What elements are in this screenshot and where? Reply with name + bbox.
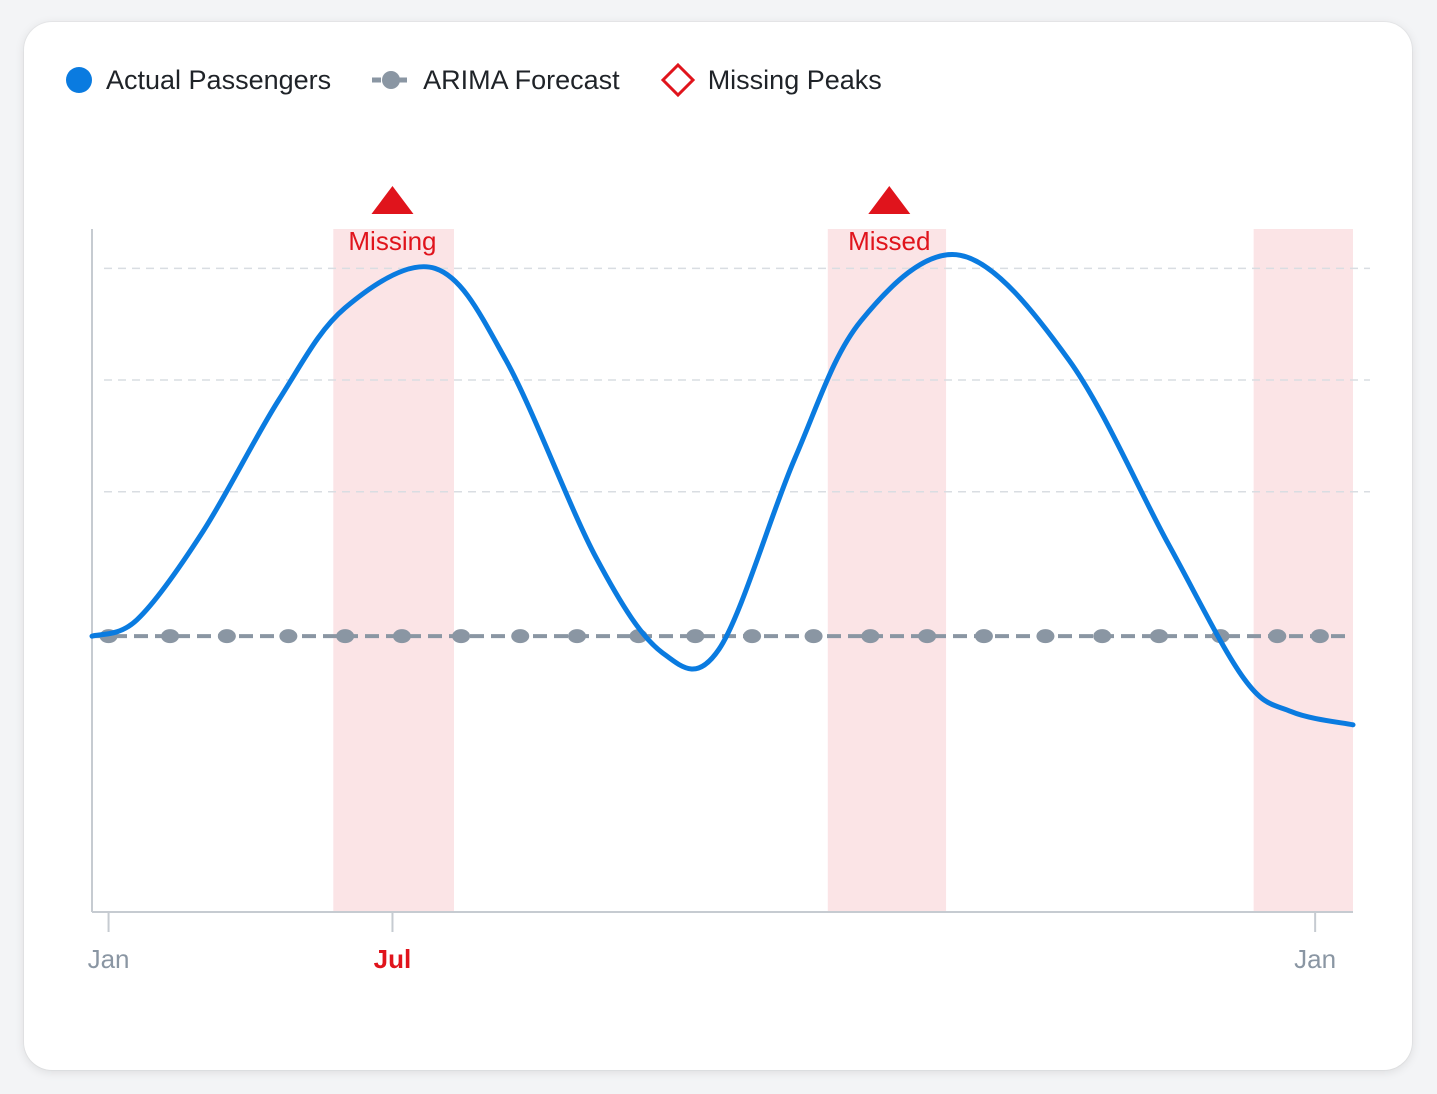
missing-peak-marker-2 bbox=[868, 186, 911, 214]
legend-item-missing[interactable]: Missing Peaks bbox=[660, 62, 882, 98]
x-tick-label-3: Jan bbox=[1294, 944, 1336, 974]
legend-item-forecast[interactable]: ARIMA Forecast bbox=[371, 65, 620, 96]
missing-band-2 bbox=[827, 229, 947, 912]
forecast-point-11 bbox=[686, 629, 705, 644]
actual-legend-dot-icon bbox=[66, 67, 92, 93]
actual-passengers-line bbox=[89, 252, 1356, 728]
forecast-point-16 bbox=[974, 629, 993, 644]
missing-band-3 bbox=[1253, 229, 1353, 912]
forecast-point-12 bbox=[743, 629, 762, 644]
forecast-point-4 bbox=[279, 629, 298, 644]
legend: Actual Passengers ARIMA Forecast Missing… bbox=[64, 60, 922, 100]
forecast-point-6 bbox=[392, 629, 411, 644]
x-tick-label-2: Jul bbox=[374, 944, 412, 974]
legend-label-forecast: ARIMA Forecast bbox=[423, 64, 620, 95]
legend-label-missing: Missing Peaks bbox=[707, 64, 882, 95]
forecast-point-22 bbox=[1310, 629, 1329, 644]
forecast-point-5 bbox=[336, 629, 355, 644]
legend-item-actual[interactable]: Actual Passengers bbox=[64, 65, 331, 96]
forecast-point-7 bbox=[452, 629, 471, 644]
forecast-point-3 bbox=[217, 629, 236, 644]
forecast-point-18 bbox=[1093, 629, 1112, 644]
missing-peak-label-1: Missing bbox=[348, 226, 436, 256]
missing-peak-marker-1 bbox=[371, 186, 414, 214]
forecast-point-9 bbox=[568, 629, 586, 644]
legend-label-actual: Actual Passengers bbox=[106, 64, 332, 95]
forecast-point-2 bbox=[161, 629, 180, 644]
forecast-point-14 bbox=[861, 629, 880, 644]
chart-card: Actual Passengers ARIMA Forecast Missing… bbox=[24, 22, 1412, 1070]
forecast-point-17 bbox=[1036, 629, 1055, 644]
forecast-point-8 bbox=[511, 629, 530, 644]
x-tick-label-1: Jan bbox=[88, 944, 130, 974]
missing-band-1 bbox=[333, 229, 454, 912]
forecast-legend-dash-icon bbox=[372, 71, 411, 89]
forecast-point-21 bbox=[1268, 629, 1287, 644]
missing-legend-diamond-icon bbox=[660, 62, 695, 98]
forecast-point-15 bbox=[918, 629, 937, 644]
forecast-point-13 bbox=[804, 629, 823, 644]
missing-peak-label-2: Missed bbox=[848, 226, 930, 256]
forecast-point-19 bbox=[1150, 629, 1168, 644]
